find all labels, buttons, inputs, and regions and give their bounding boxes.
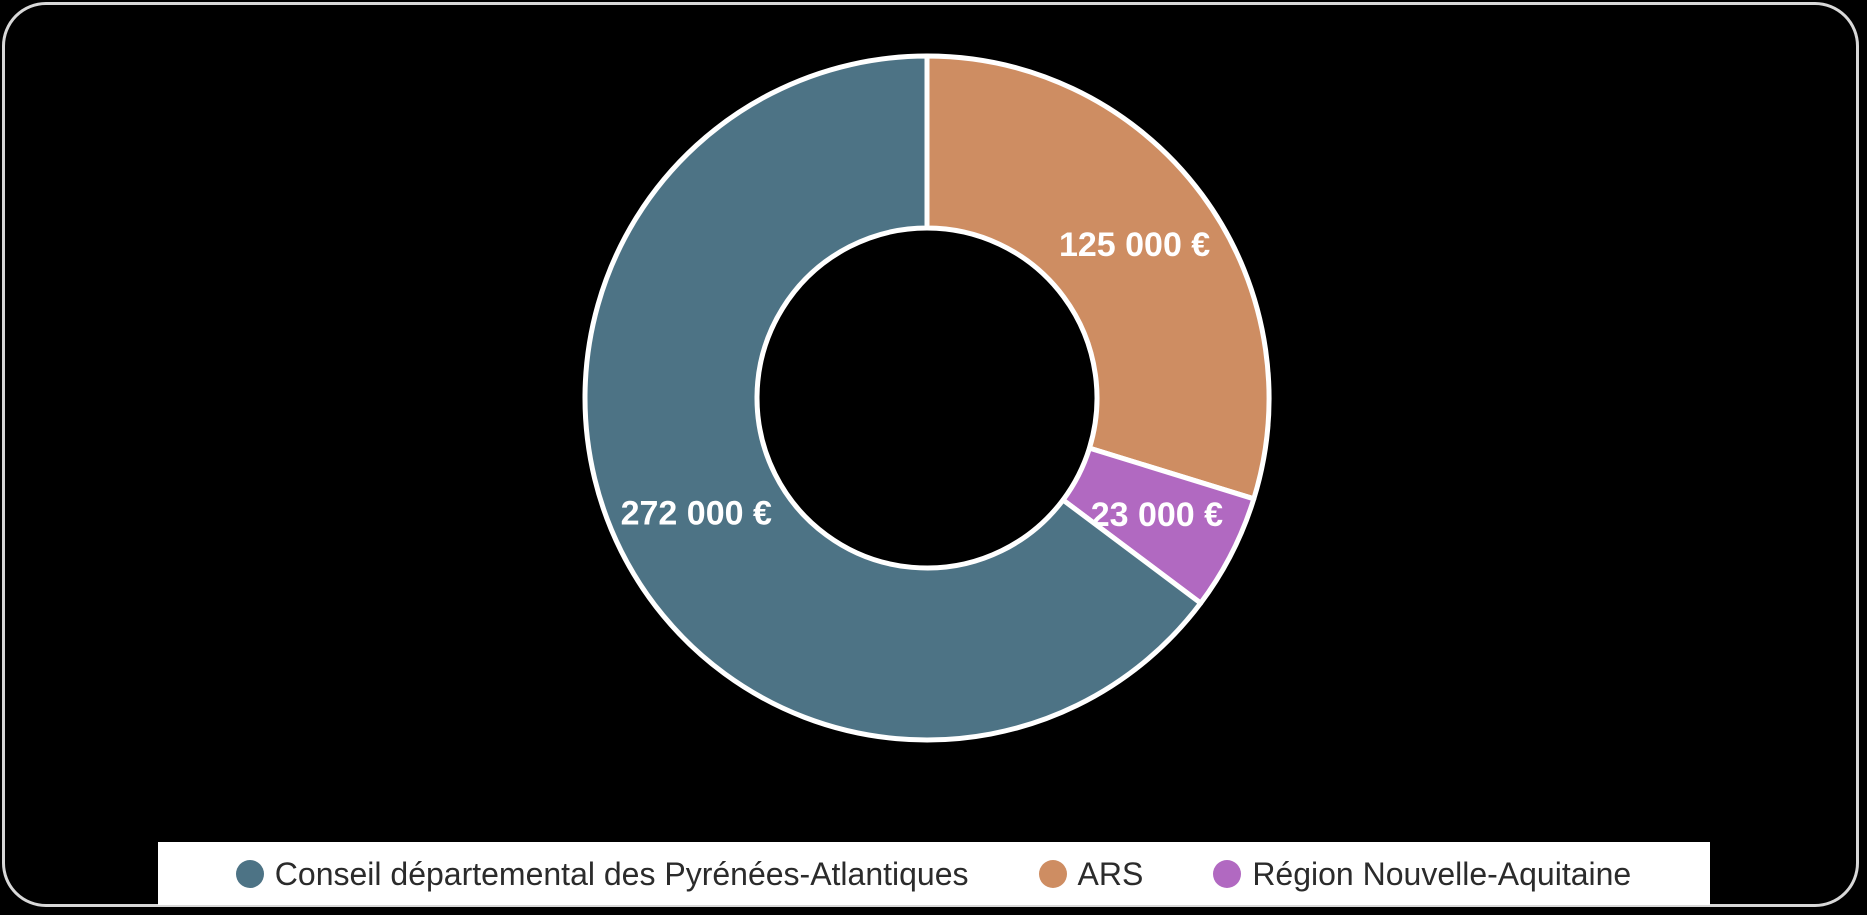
legend-label: Conseil départemental des Pyrénées-Atlan…: [274, 855, 969, 892]
legend-swatch-icon: [235, 859, 264, 888]
legend-item-1[interactable]: ARS: [1038, 855, 1144, 892]
legend-swatch-icon: [1213, 859, 1242, 888]
donut-slice-0[interactable]: [924, 53, 1272, 502]
legend-item-0[interactable]: Conseil départemental des Pyrénées-Atlan…: [235, 855, 969, 892]
legend-swatch-icon: [1038, 859, 1067, 888]
chart-legend: Conseil départemental des Pyrénées-Atlan…: [157, 842, 1710, 905]
donut-slice-2[interactable]: [582, 53, 1204, 743]
legend-label: ARS: [1077, 855, 1144, 892]
legend-label: Région Nouvelle-Aquitaine: [1252, 855, 1632, 892]
legend-item-2[interactable]: Région Nouvelle-Aquitaine: [1213, 858, 1631, 890]
